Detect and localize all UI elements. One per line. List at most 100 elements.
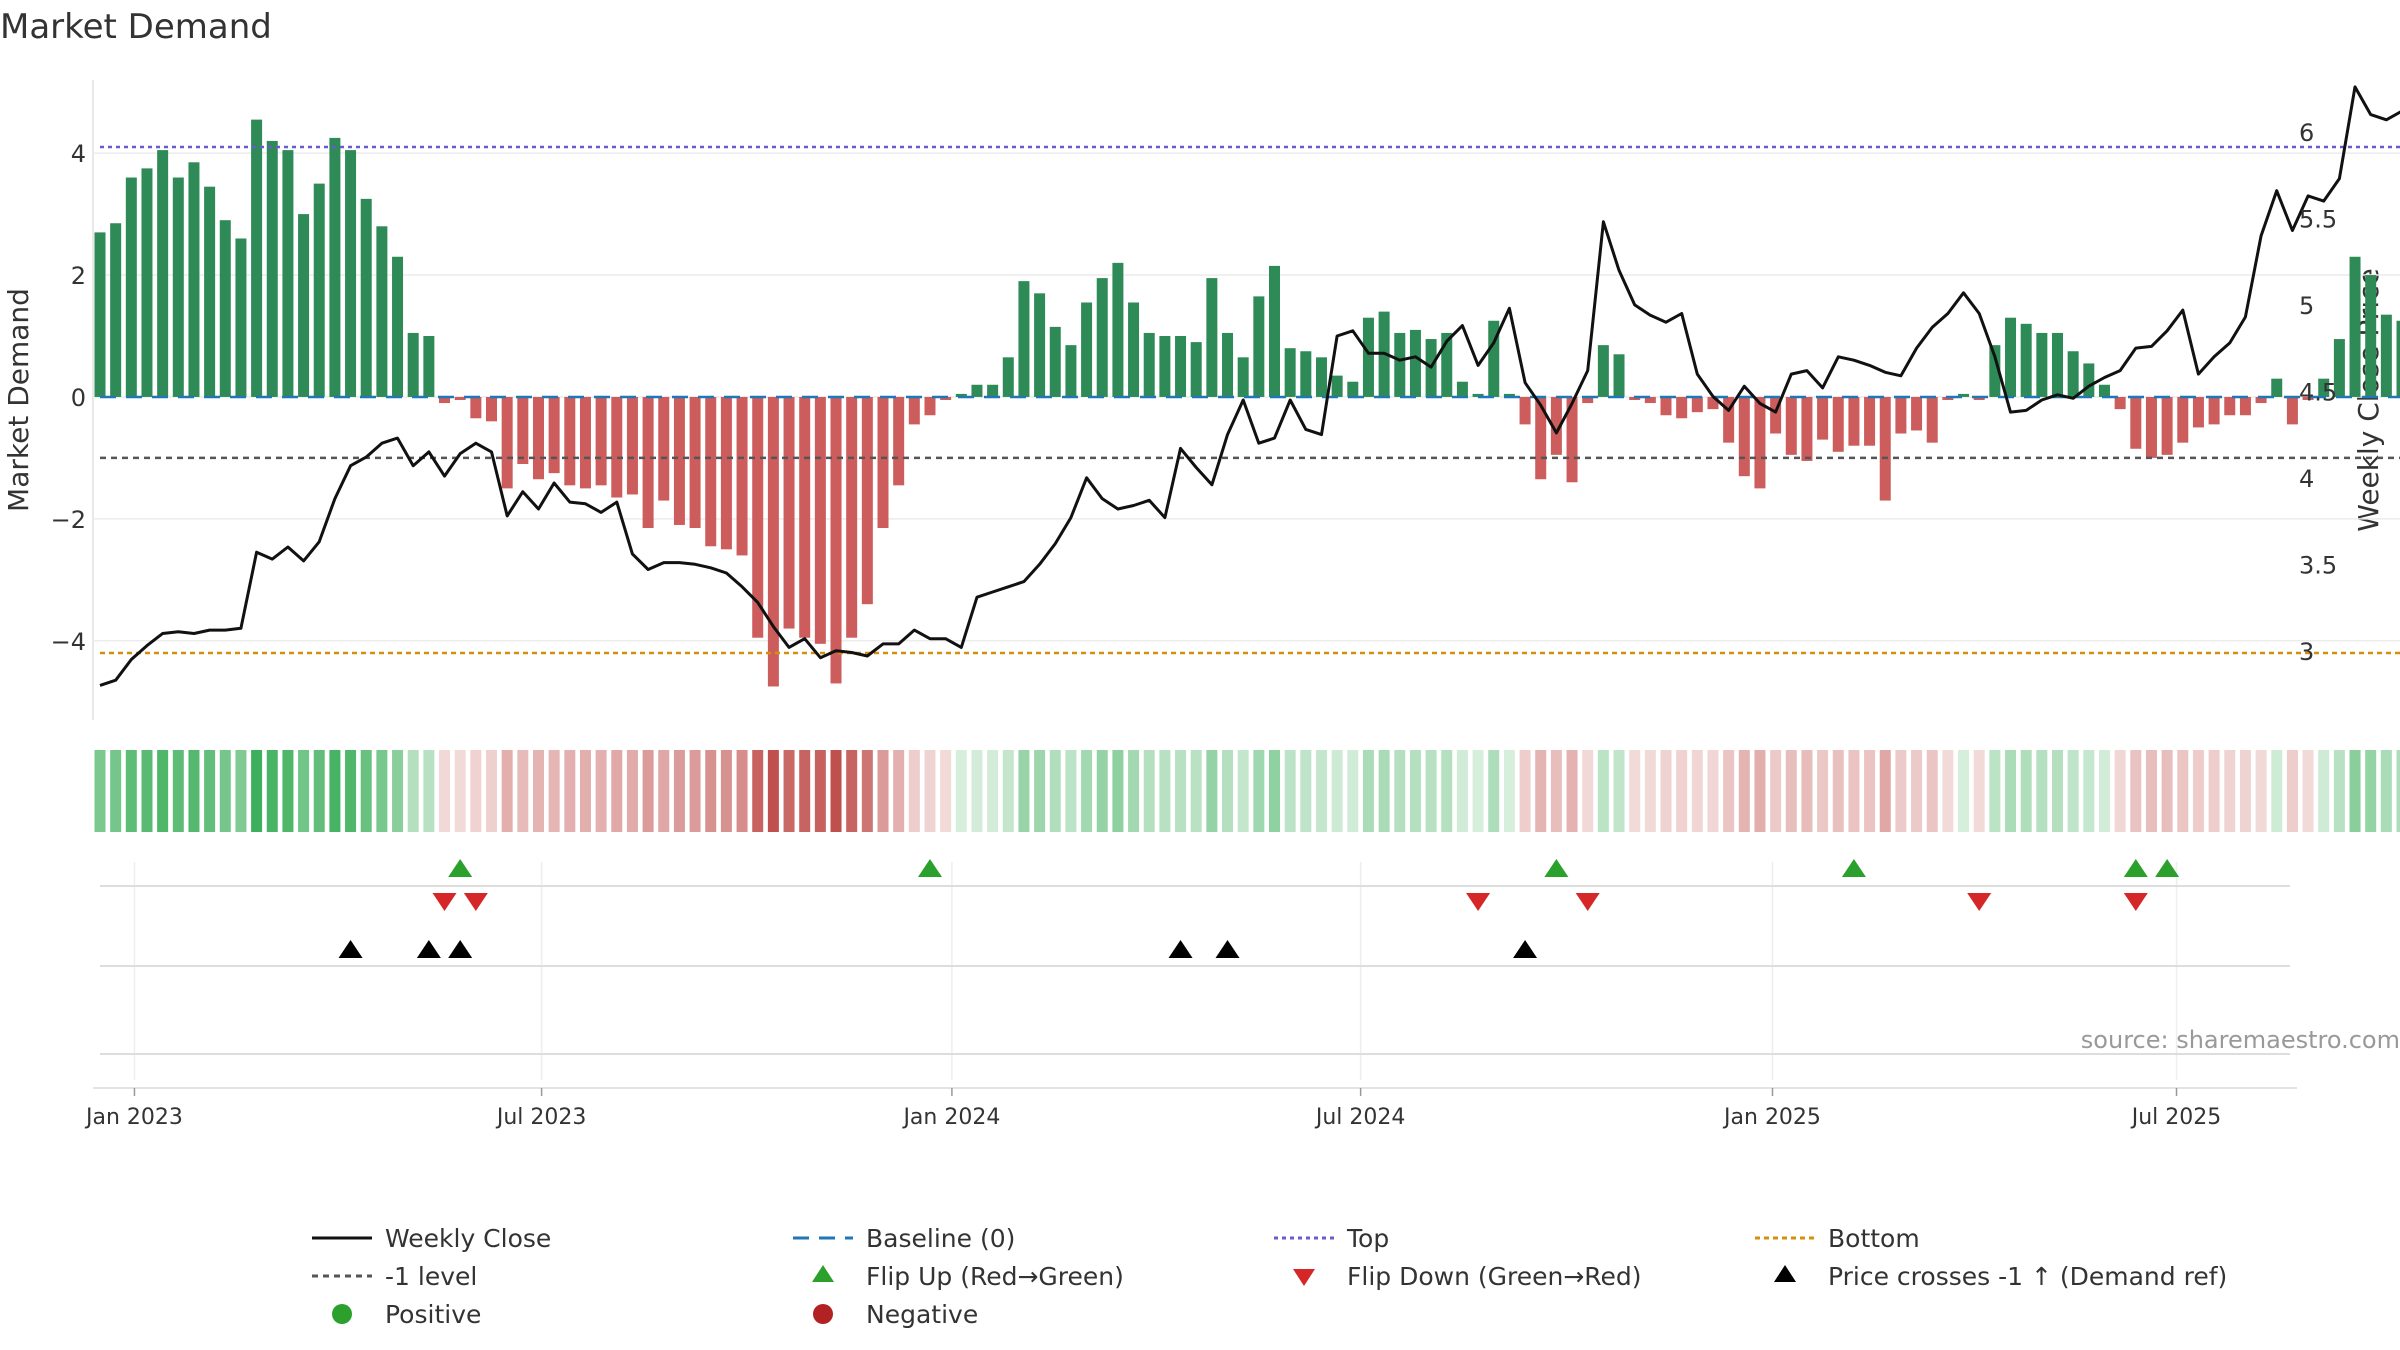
heat-cell <box>2302 750 2314 832</box>
demand-bar <box>251 119 263 397</box>
demand-bar <box>313 183 325 397</box>
heat-cell <box>1081 750 1093 832</box>
demand-bar <box>1175 336 1187 397</box>
demand-bars <box>94 119 2400 687</box>
demand-bar <box>1112 262 1124 397</box>
left-tick-label: 2 <box>71 262 86 290</box>
heat-cell <box>971 750 983 832</box>
heat-cell <box>955 750 967 832</box>
heat-cell <box>893 750 905 832</box>
heat-cell <box>1378 750 1390 832</box>
demand-bar <box>720 396 732 550</box>
demand-bar <box>1409 329 1421 397</box>
heat-cell <box>1456 750 1468 832</box>
heat-cell <box>1942 750 1954 832</box>
heat-cell <box>673 750 685 832</box>
demand-bar <box>392 256 404 397</box>
heat-cell <box>235 750 247 832</box>
heat-cell <box>1566 750 1578 832</box>
heat-cell <box>1175 750 1187 832</box>
demand-bar <box>1926 396 1938 443</box>
legend-price-cross-label: Price crosses -1 ↑ (Demand ref) <box>1828 1262 2227 1291</box>
demand-bar <box>987 384 999 397</box>
demand-bar <box>454 396 466 400</box>
price-cross-marker <box>448 940 473 958</box>
demand-bar <box>1159 336 1171 397</box>
demand-bar <box>908 396 920 425</box>
demand-bar <box>1691 396 1703 413</box>
heat-cell <box>1362 750 1374 832</box>
flip-markers <box>432 859 2180 911</box>
demand-heat-strip <box>94 750 2400 832</box>
demand-bar <box>2177 396 2189 443</box>
left-axis-label: Market Demand <box>2 288 35 512</box>
demand-bar <box>971 384 983 397</box>
heat-cell <box>1738 750 1750 832</box>
demand-bar <box>2020 323 2032 397</box>
demand-bar <box>1269 265 1280 397</box>
heat-cell <box>2271 750 2283 832</box>
right-tick-label: 4 <box>2299 465 2314 493</box>
demand-bar <box>360 198 372 397</box>
demand-bar <box>1942 396 1954 400</box>
heat-cell <box>579 750 591 832</box>
demand-bar <box>767 396 779 687</box>
heat-cell <box>1300 750 1312 832</box>
x-tick-label: Jan 2024 <box>901 1105 1000 1130</box>
legend-flip-down-label: Flip Down (Green→Red) <box>1347 1262 1642 1291</box>
heat-cell <box>720 750 732 832</box>
heat-cell <box>423 750 435 832</box>
demand-bar <box>172 177 184 397</box>
heat-cell <box>799 750 811 832</box>
heat-cell <box>266 750 278 832</box>
source-label: source: sharemaestro.com <box>2081 1026 2400 1054</box>
heat-cell <box>1770 750 1782 832</box>
heat-cell <box>2318 750 2330 832</box>
demand-bar <box>157 150 169 397</box>
heat-cell <box>1723 750 1735 832</box>
heat-cell <box>595 750 607 832</box>
heat-cell <box>470 750 482 832</box>
demand-bar <box>1989 345 2001 397</box>
heat-cell <box>752 750 764 832</box>
heat-cell <box>1519 750 1531 832</box>
demand-bar <box>1503 393 1515 397</box>
demand-bar <box>2239 396 2251 416</box>
heat-cell <box>814 750 826 832</box>
reference-lines <box>100 145 2400 655</box>
demand-bar <box>2067 351 2079 397</box>
heat-cell <box>2005 750 2017 832</box>
flip-up-marker <box>448 859 473 877</box>
demand-bar <box>2224 396 2236 416</box>
flip-down-marker <box>1967 893 1992 911</box>
heat-cell <box>2286 750 2298 832</box>
demand-bar <box>1660 396 1672 416</box>
flip-up-marker <box>1544 859 1569 877</box>
demand-bar <box>2349 256 2361 397</box>
heat-cell <box>172 750 184 832</box>
demand-bar <box>689 396 701 528</box>
heat-cell <box>1237 750 1249 832</box>
demand-bar <box>2255 396 2267 404</box>
demand-bar <box>329 137 341 397</box>
demand-bar <box>204 186 216 397</box>
demand-bar <box>940 396 952 400</box>
demand-bar <box>1832 396 1844 452</box>
demand-bar <box>235 238 247 397</box>
heat-cell <box>830 750 842 832</box>
demand-bar <box>2271 378 2283 397</box>
left-tick-label: −2 <box>51 506 86 534</box>
demand-bar <box>2302 396 2314 400</box>
heat-cell <box>1347 750 1359 832</box>
legend-negative-label: Negative <box>866 1300 978 1329</box>
demand-bar <box>1785 396 1797 455</box>
heat-cell <box>141 750 153 832</box>
demand-bar <box>2083 363 2095 397</box>
heat-cell <box>1128 750 1140 832</box>
heat-cell <box>987 750 999 832</box>
demand-bar <box>658 396 670 501</box>
price-cross-marker <box>1168 940 1193 958</box>
heat-cell <box>1112 750 1124 832</box>
heat-cell <box>1222 750 1234 832</box>
demand-bar <box>1253 296 1265 397</box>
